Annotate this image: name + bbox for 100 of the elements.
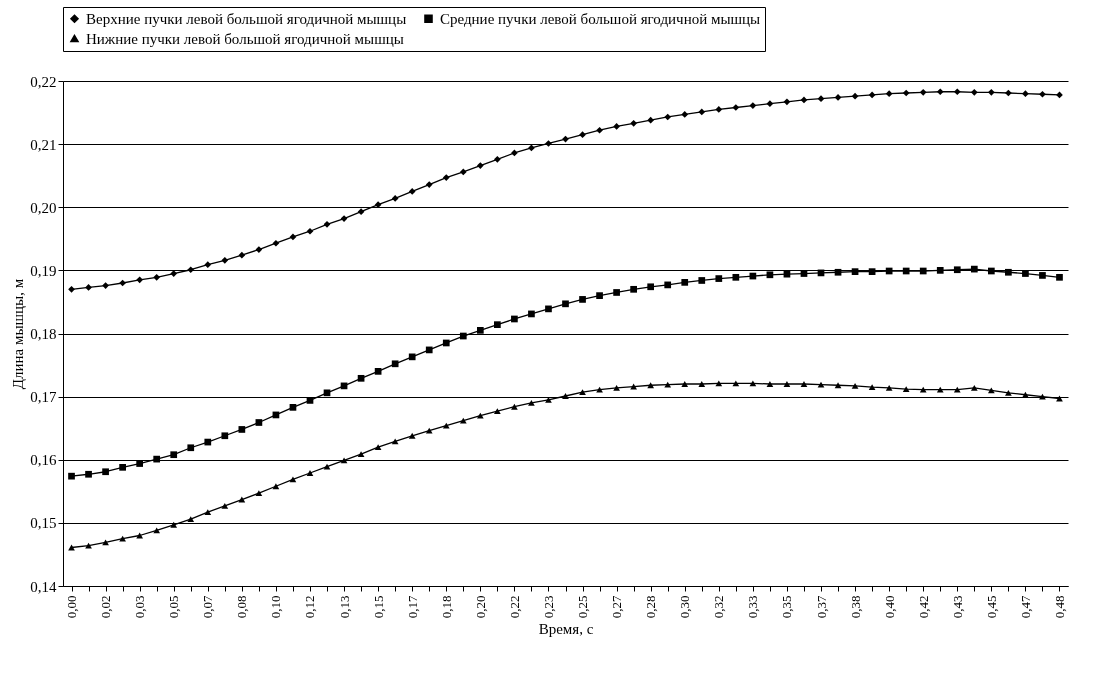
point: [664, 381, 672, 388]
y-tick-label: 0,19: [30, 262, 57, 279]
point: [545, 140, 552, 147]
point: [868, 384, 876, 391]
x-tick-label: 0,22: [506, 595, 522, 619]
point: [238, 251, 246, 259]
point: [766, 100, 774, 108]
point: [425, 346, 433, 354]
point: [766, 381, 774, 387]
y-tick-label: 0,18: [30, 326, 57, 342]
y-tick-label: 0,14: [30, 578, 57, 595]
point: [953, 88, 961, 96]
point: [732, 273, 740, 281]
x-tick-label: 0,12: [302, 595, 318, 619]
legend-label: Нижние пучки левой большой ягодичной мышцы: [86, 30, 404, 47]
point: [408, 432, 416, 439]
point: [817, 95, 825, 103]
y-tick-label: 0,17: [30, 389, 57, 406]
point: [255, 246, 263, 253]
point: [936, 386, 944, 393]
point: [476, 162, 484, 169]
point: [528, 310, 535, 318]
x-tick-label: 0,00: [64, 595, 80, 619]
point: [511, 403, 518, 410]
x-tick-label: 0,03: [132, 595, 148, 619]
x-tick-label: 0,33: [745, 595, 761, 619]
point: [596, 386, 603, 393]
point: [885, 384, 893, 391]
x-tick-label: 0,47: [1017, 595, 1033, 619]
point: [221, 502, 229, 509]
y-tick-label: 0,16: [30, 452, 57, 469]
point: [425, 427, 433, 434]
point: [851, 268, 859, 275]
point: [868, 91, 876, 99]
point: [987, 89, 995, 96]
point: [187, 444, 195, 452]
point: [255, 419, 263, 426]
point: [800, 270, 808, 277]
x-tick-label: 0,07: [200, 595, 216, 619]
point: [715, 275, 723, 282]
point: [902, 267, 910, 275]
x-tick-label: 0,45: [983, 595, 999, 619]
point: [902, 386, 910, 392]
x-tick-label: 0,32: [711, 595, 727, 619]
point: [153, 455, 161, 463]
point: [1005, 389, 1012, 396]
point: [1022, 270, 1029, 277]
point: [511, 315, 518, 323]
point: [442, 339, 450, 347]
point: [357, 374, 365, 382]
point: [749, 102, 757, 109]
point: [102, 282, 109, 289]
point: [698, 108, 706, 116]
point: [851, 382, 859, 389]
point: [562, 300, 569, 308]
y-tick-label: 0,21: [30, 136, 57, 153]
x-tick-label: 0,15: [370, 595, 386, 619]
point: [919, 89, 927, 96]
point: [528, 144, 535, 152]
point: [153, 273, 161, 281]
point: [1039, 272, 1046, 279]
legend-label: Верхние пучки левой большой ягодичной мышцы: [86, 10, 407, 27]
point: [783, 98, 791, 106]
point: [119, 463, 126, 471]
x-tick-label: 0,48: [1051, 595, 1067, 619]
point: [68, 472, 75, 480]
point: [408, 353, 416, 361]
x-tick-label: 0,40: [881, 595, 897, 619]
x-tick-label: 0,30: [677, 595, 693, 619]
point: [204, 261, 212, 269]
point: [783, 381, 791, 387]
point: [442, 174, 450, 181]
point: [391, 360, 399, 368]
legend-label: Средние пучки левой большой ягодичной мышцы: [440, 10, 761, 27]
y-tick-label: 0,20: [30, 199, 57, 216]
point: [391, 195, 399, 202]
point: [800, 381, 808, 387]
point: [357, 451, 365, 457]
point: [681, 279, 689, 286]
point: [323, 220, 331, 228]
point: [68, 285, 75, 293]
point: [868, 268, 876, 275]
x-tick-label: 0,23: [540, 595, 556, 619]
point: [459, 417, 467, 424]
point: [340, 457, 348, 464]
point: [136, 276, 144, 284]
y-axis-title: Длина мышцы, м: [10, 278, 27, 390]
point: [579, 296, 586, 303]
point: [936, 267, 944, 274]
point: [459, 332, 467, 340]
x-tick-label: 0,20: [472, 595, 488, 619]
point: [630, 285, 637, 293]
x-tick-label: 0,35: [779, 595, 795, 619]
x-tick-label: 0,43: [949, 595, 965, 619]
point: [766, 271, 774, 279]
point: [528, 400, 535, 406]
point: [1022, 391, 1029, 398]
x-tick-label: 0,02: [98, 595, 114, 619]
point: [681, 381, 689, 387]
point: [408, 188, 416, 195]
